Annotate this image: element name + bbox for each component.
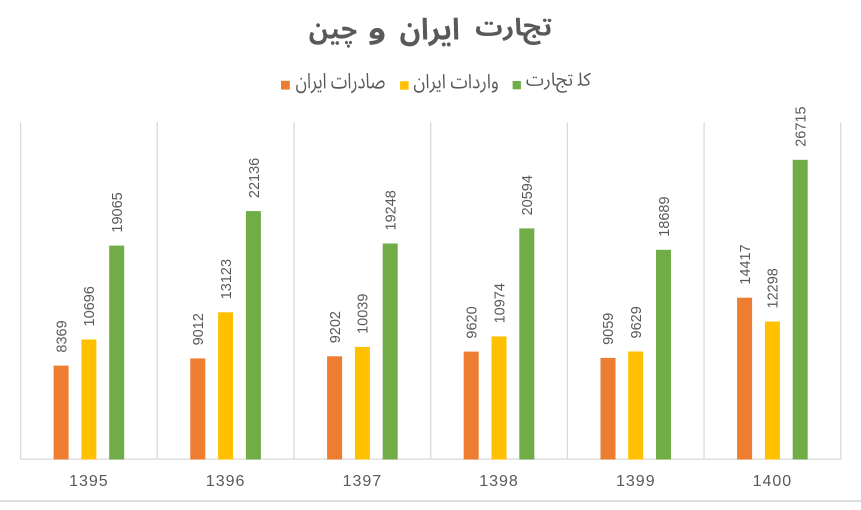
svg-text:10974: 10974 bbox=[492, 283, 508, 323]
svg-text:12298: 12298 bbox=[766, 268, 782, 308]
svg-text:9059: 9059 bbox=[601, 313, 617, 345]
svg-text:9202: 9202 bbox=[328, 311, 344, 343]
svg-text:10039: 10039 bbox=[356, 294, 372, 334]
svg-text:1398: 1398 bbox=[479, 473, 519, 490]
svg-text:20594: 20594 bbox=[520, 175, 536, 215]
svg-text:22136: 22136 bbox=[247, 158, 263, 198]
svg-text:13123: 13123 bbox=[219, 259, 235, 299]
svg-text:8369: 8369 bbox=[54, 320, 70, 352]
svg-text:9012: 9012 bbox=[191, 313, 207, 345]
svg-text:9620: 9620 bbox=[465, 306, 481, 338]
svg-text:1399: 1399 bbox=[616, 473, 656, 490]
svg-text:10696: 10696 bbox=[82, 286, 98, 326]
svg-text:1395: 1395 bbox=[69, 473, 109, 490]
svg-text:19248: 19248 bbox=[384, 190, 400, 230]
svg-text:1397: 1397 bbox=[343, 473, 383, 490]
svg-text:1396: 1396 bbox=[206, 473, 246, 490]
svg-text:9629: 9629 bbox=[629, 306, 645, 338]
svg-text:14417: 14417 bbox=[738, 244, 754, 284]
svg-text:18689: 18689 bbox=[657, 196, 673, 236]
svg-text:19065: 19065 bbox=[110, 192, 126, 232]
svg-text:1400: 1400 bbox=[753, 473, 793, 490]
svg-text:26715: 26715 bbox=[794, 106, 810, 146]
